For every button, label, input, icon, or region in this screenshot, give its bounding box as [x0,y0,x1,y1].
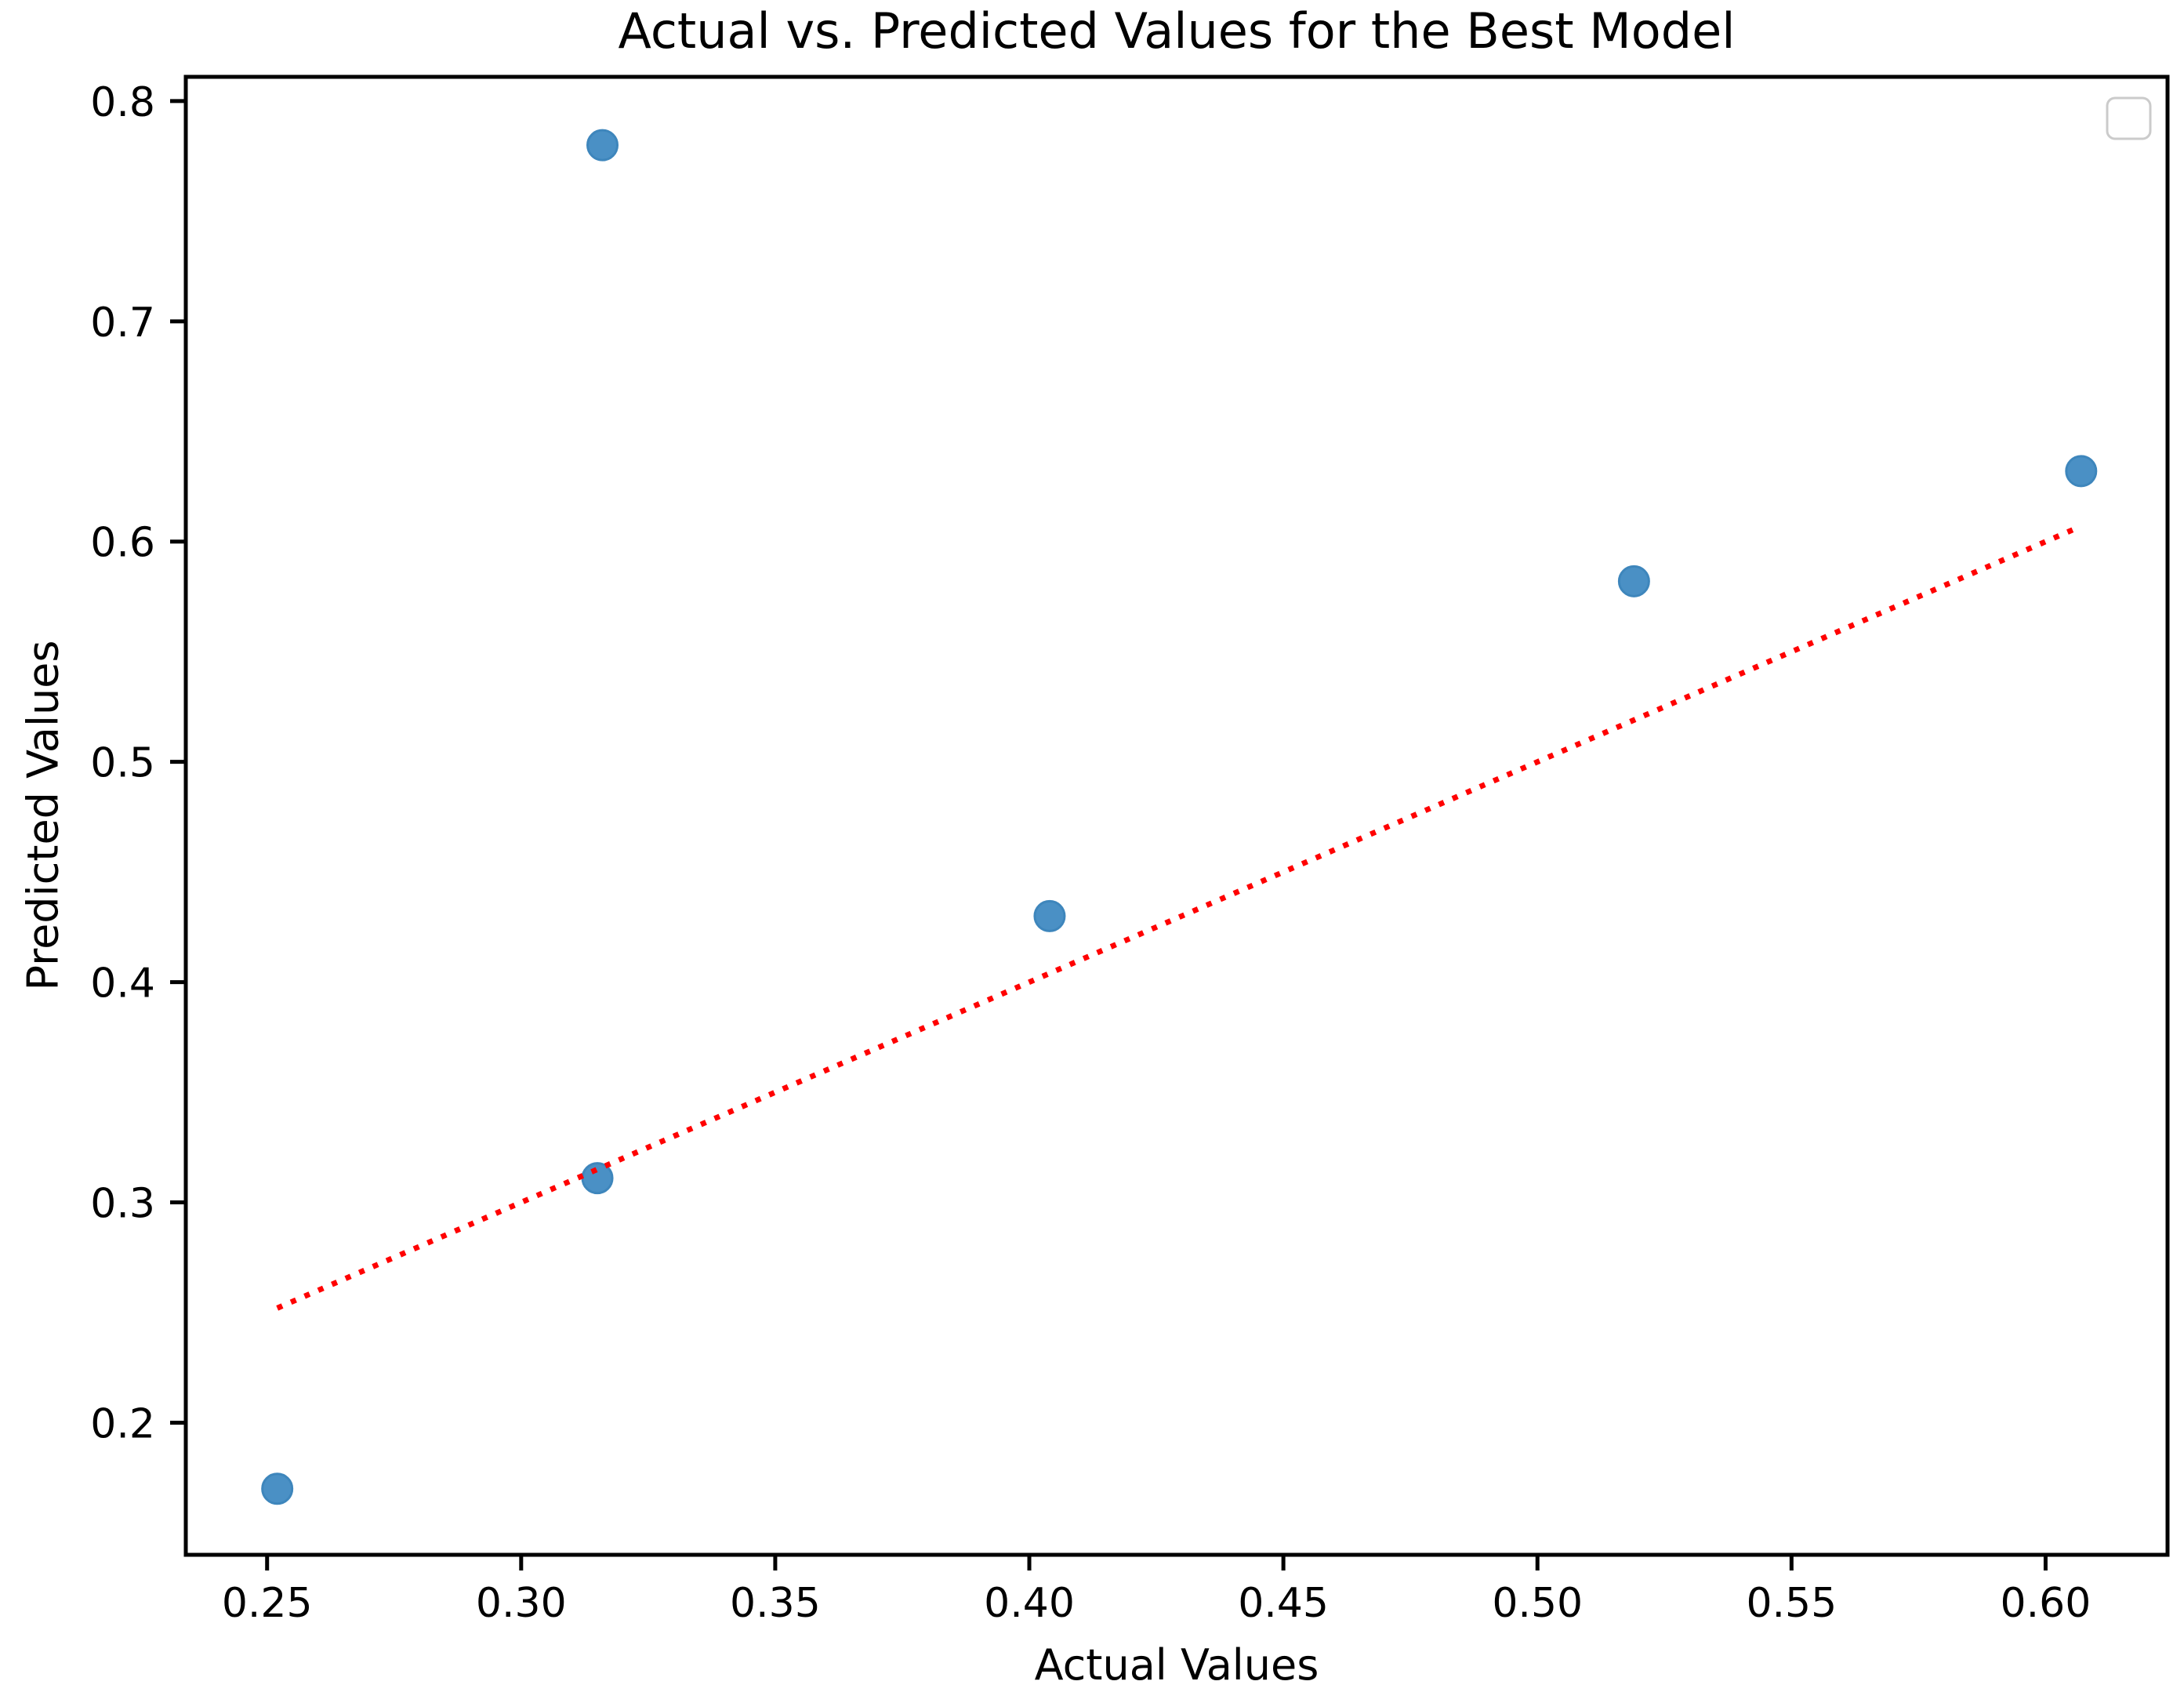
plot-border [183,74,2170,1557]
chart-title: Actual vs. Predicted Values for the Best… [618,2,1736,60]
x-tick-label: 0.40 [984,1580,1075,1627]
scatter-point [1033,899,1066,932]
x-tick-label: 0.50 [1492,1580,1583,1627]
y-tick-label: 0.7 [90,300,155,347]
x-tick-label: 0.35 [730,1580,821,1627]
y-tick-label: 0.6 [90,520,155,567]
y-tick-label: 0.3 [90,1181,155,1228]
x-tick-label: 0.25 [222,1580,313,1627]
scatter-point [2065,455,2098,488]
x-tick-label: 0.55 [1746,1580,1837,1627]
y-tick-label: 0.4 [90,960,155,1008]
y-axis-label: Predicted Values [18,640,68,991]
identity-line [276,523,2083,1311]
scatter-point [261,1472,294,1505]
x-tick-label: 0.30 [476,1580,567,1627]
x-tick-label: 0.45 [1238,1580,1329,1627]
scatter-point [586,129,619,162]
legend-box [2106,96,2152,140]
y-tick-label: 0.2 [90,1400,155,1447]
x-axis-label: Actual Values [1034,1640,1319,1690]
scatter-point [1617,565,1650,597]
y-tick-label: 0.8 [90,79,155,126]
y-tick-label: 0.5 [90,740,155,787]
x-tick-label: 0.60 [2001,1580,2091,1627]
